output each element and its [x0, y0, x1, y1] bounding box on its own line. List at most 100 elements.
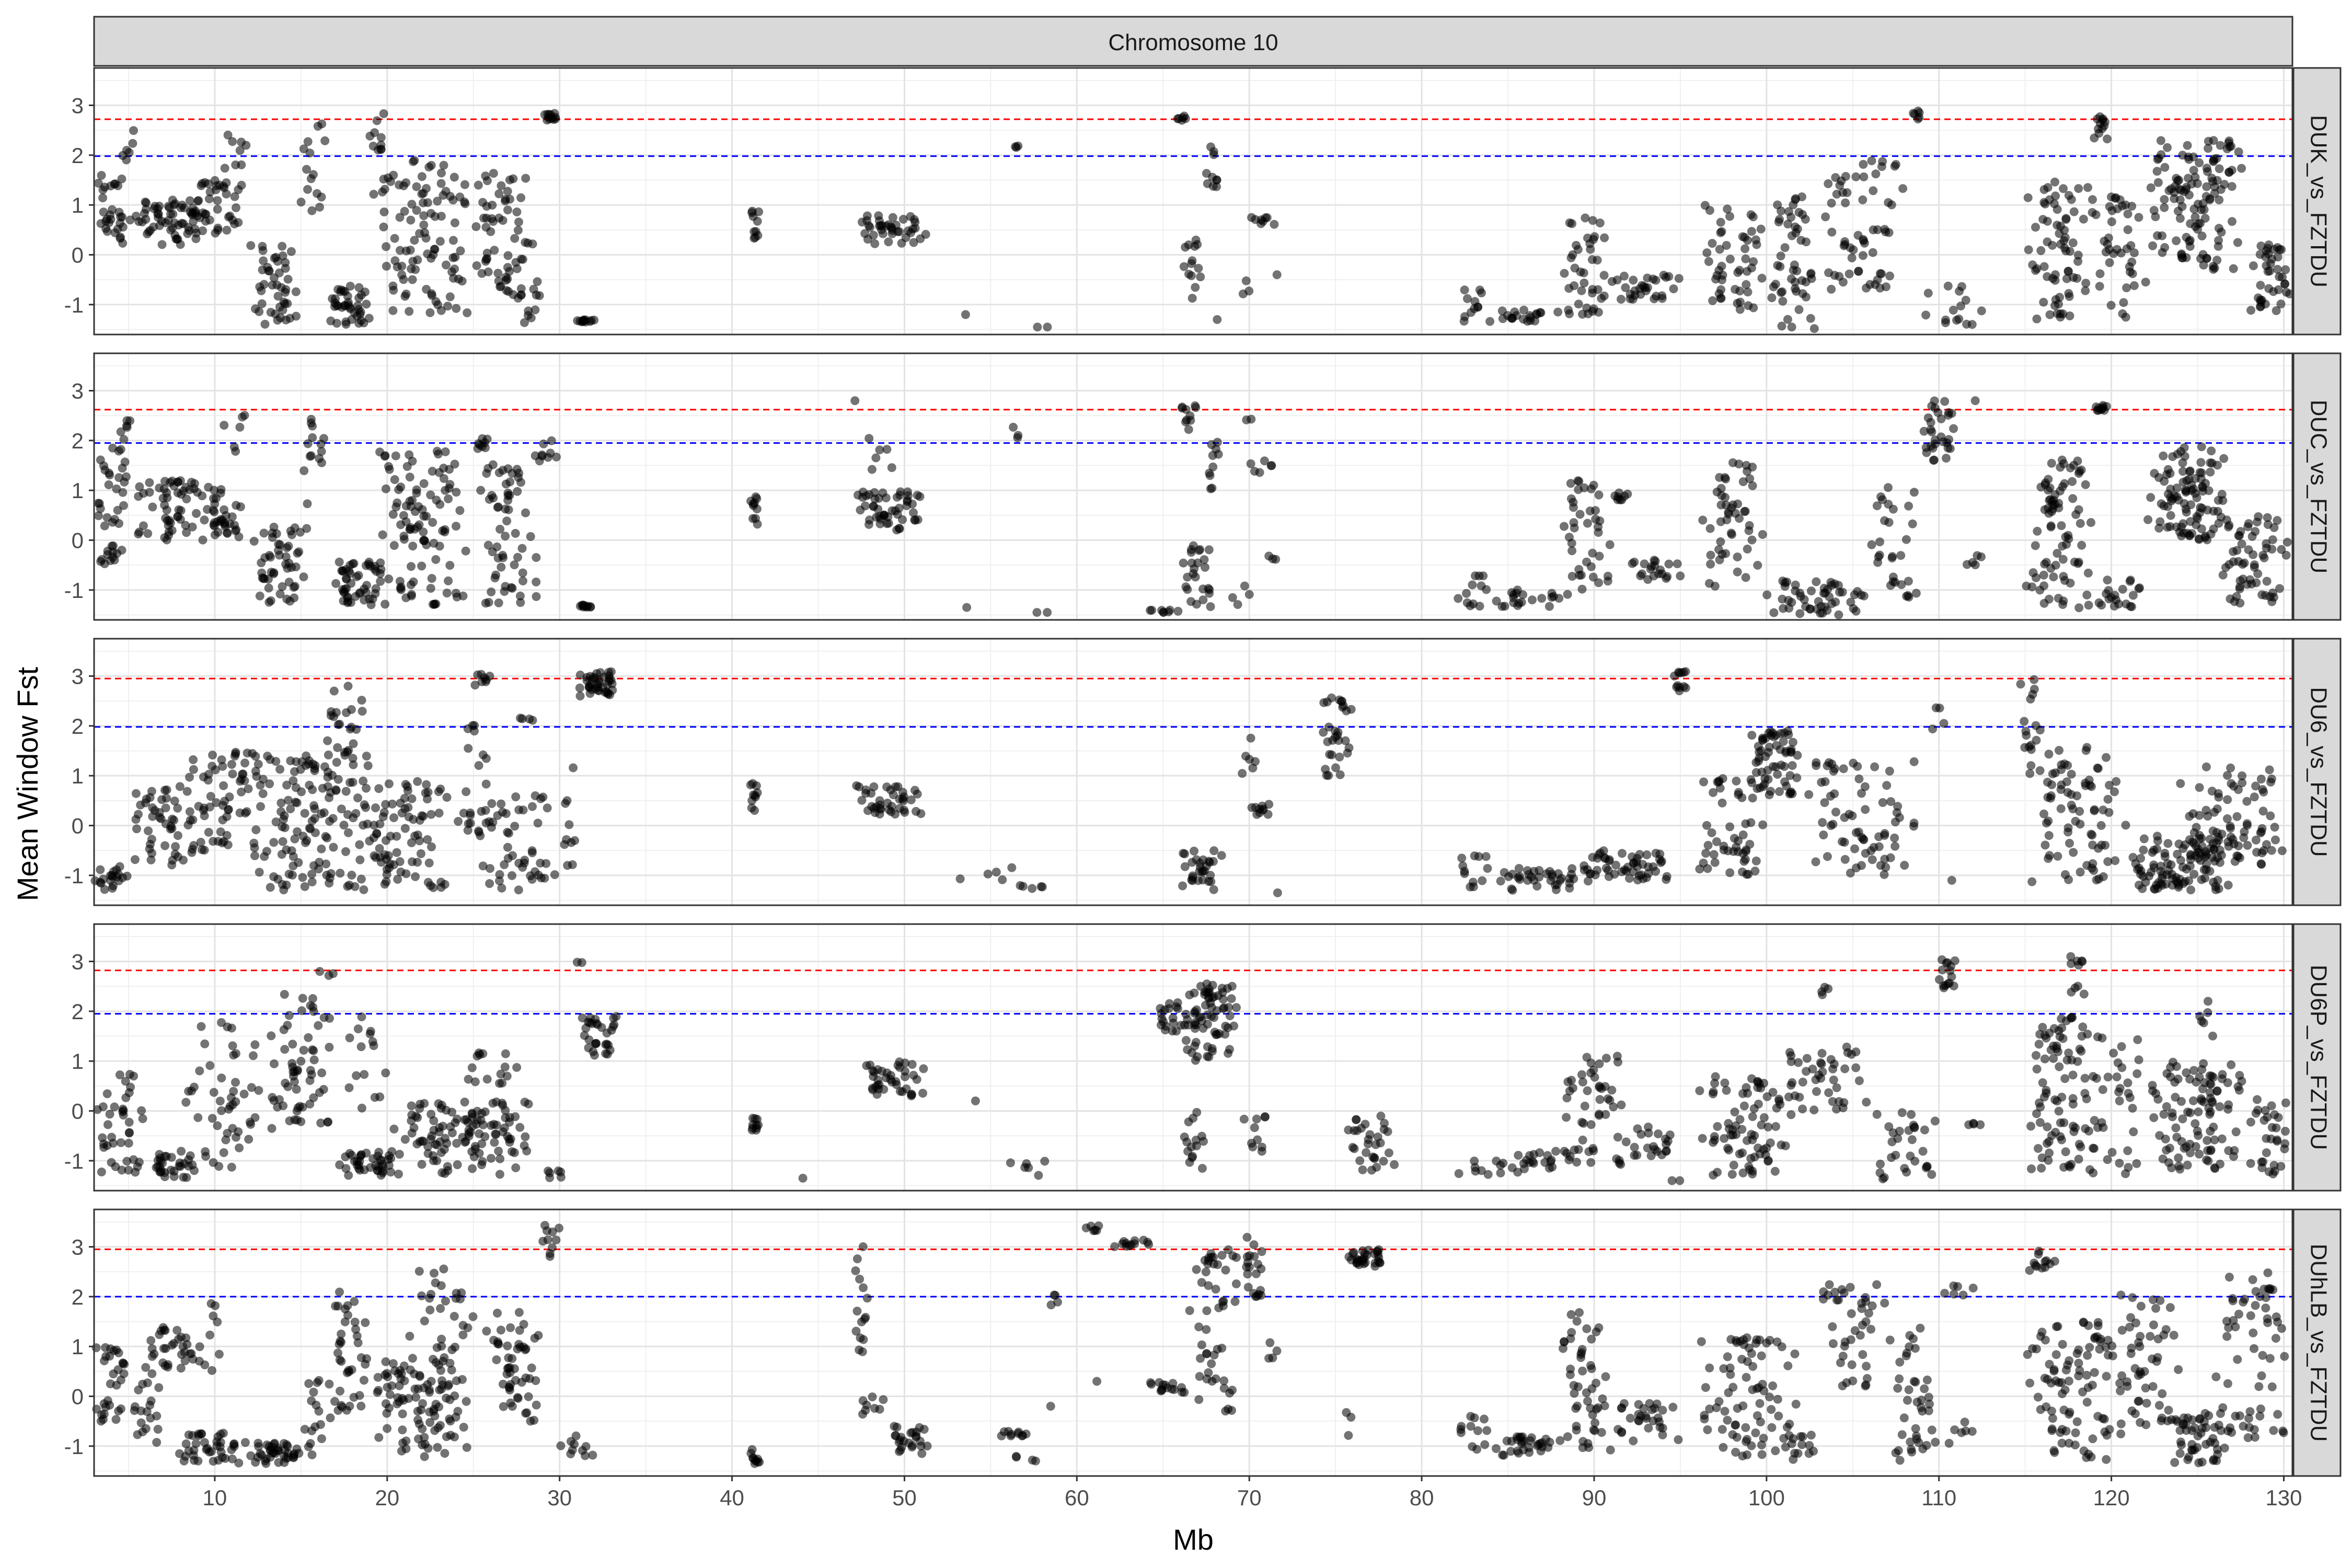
data-point	[291, 562, 301, 572]
data-point	[1205, 471, 1215, 480]
data-point	[2069, 848, 2078, 857]
data-point	[907, 1090, 917, 1100]
data-point	[1272, 270, 1282, 280]
data-point	[171, 842, 180, 851]
data-point	[258, 241, 267, 251]
data-point	[180, 1356, 190, 1366]
points	[94, 396, 2292, 619]
data-point	[2055, 746, 2063, 755]
y-tick-label: 2	[72, 143, 84, 168]
data-point	[347, 705, 356, 714]
data-point	[2076, 1142, 2085, 1151]
data-point	[436, 212, 446, 221]
data-point	[349, 813, 358, 823]
data-point	[494, 598, 503, 607]
data-point	[173, 512, 182, 521]
data-point	[1776, 251, 1785, 261]
data-point	[1734, 788, 1743, 797]
data-point	[428, 518, 437, 527]
data-point	[1851, 172, 1861, 181]
data-point	[335, 557, 344, 567]
data-point	[409, 157, 418, 166]
data-point	[413, 858, 422, 867]
data-point	[1802, 1054, 1812, 1063]
data-point	[1786, 788, 1795, 798]
data-point	[2243, 840, 2252, 850]
data-point	[2054, 499, 2063, 508]
data-point	[161, 819, 170, 828]
data-point	[1496, 1161, 1505, 1170]
data-point	[2081, 480, 2090, 489]
data-point	[2088, 840, 2097, 850]
data-point	[381, 1068, 390, 1078]
data-point	[2266, 777, 2275, 787]
data-point	[2071, 1123, 2080, 1133]
data-point	[386, 1168, 396, 1177]
data-point	[2186, 500, 2196, 510]
data-point	[1717, 798, 1727, 808]
data-point	[2153, 832, 2162, 841]
data-point	[2167, 1109, 2177, 1117]
data-point	[384, 574, 394, 584]
data-point	[1936, 414, 1946, 423]
data-point	[1203, 1020, 1212, 1029]
data-point	[1357, 1124, 1366, 1133]
data-point	[1812, 761, 1821, 770]
data-point	[2117, 1042, 2126, 1051]
data-point	[225, 1102, 235, 1111]
data-point	[392, 848, 401, 857]
data-point	[435, 500, 445, 509]
data-point	[528, 716, 537, 725]
data-point	[2024, 245, 2033, 255]
data-point	[407, 1101, 416, 1111]
data-point	[246, 241, 256, 250]
data-point	[424, 163, 434, 172]
data-point	[2020, 717, 2029, 726]
data-point	[244, 1135, 253, 1144]
data-point	[122, 155, 131, 165]
data-point	[216, 1429, 225, 1439]
data-point	[198, 535, 207, 545]
data-point	[97, 171, 106, 180]
data-point	[2044, 1156, 2053, 1165]
data-point	[425, 308, 435, 317]
data-point	[173, 235, 182, 244]
data-point	[882, 445, 892, 454]
data-point	[1566, 253, 1576, 262]
data-point	[237, 160, 246, 169]
data-point	[1244, 286, 1254, 296]
data-point	[145, 844, 154, 854]
data-point	[228, 1041, 237, 1051]
data-point	[1824, 984, 1833, 994]
data-point	[2239, 574, 2247, 584]
data-point	[148, 502, 157, 512]
data-point	[287, 870, 297, 880]
data-point	[1738, 830, 1748, 839]
data-point	[182, 787, 192, 796]
data-point	[259, 256, 268, 266]
data-point	[1557, 873, 1566, 883]
data-point	[179, 1456, 189, 1466]
data-point	[526, 532, 535, 541]
data-point	[2203, 1008, 2212, 1017]
data-point	[483, 540, 493, 550]
data-point	[2215, 1102, 2224, 1111]
data-point	[2220, 180, 2229, 189]
data-point	[376, 577, 385, 586]
data-point	[417, 1160, 426, 1169]
data-point	[2109, 1048, 2118, 1058]
data-point	[218, 815, 227, 825]
data-point	[298, 873, 307, 882]
data-point	[2077, 1046, 2086, 1056]
data-point	[2123, 225, 2132, 234]
data-point	[1629, 859, 1638, 868]
data-point	[132, 824, 141, 834]
data-point	[900, 792, 908, 801]
data-point	[539, 439, 548, 448]
data-point	[284, 795, 293, 805]
data-point	[1756, 224, 1766, 234]
data-point	[309, 170, 318, 179]
data-point	[110, 1102, 119, 1112]
data-point	[278, 880, 287, 889]
data-point	[450, 459, 459, 469]
